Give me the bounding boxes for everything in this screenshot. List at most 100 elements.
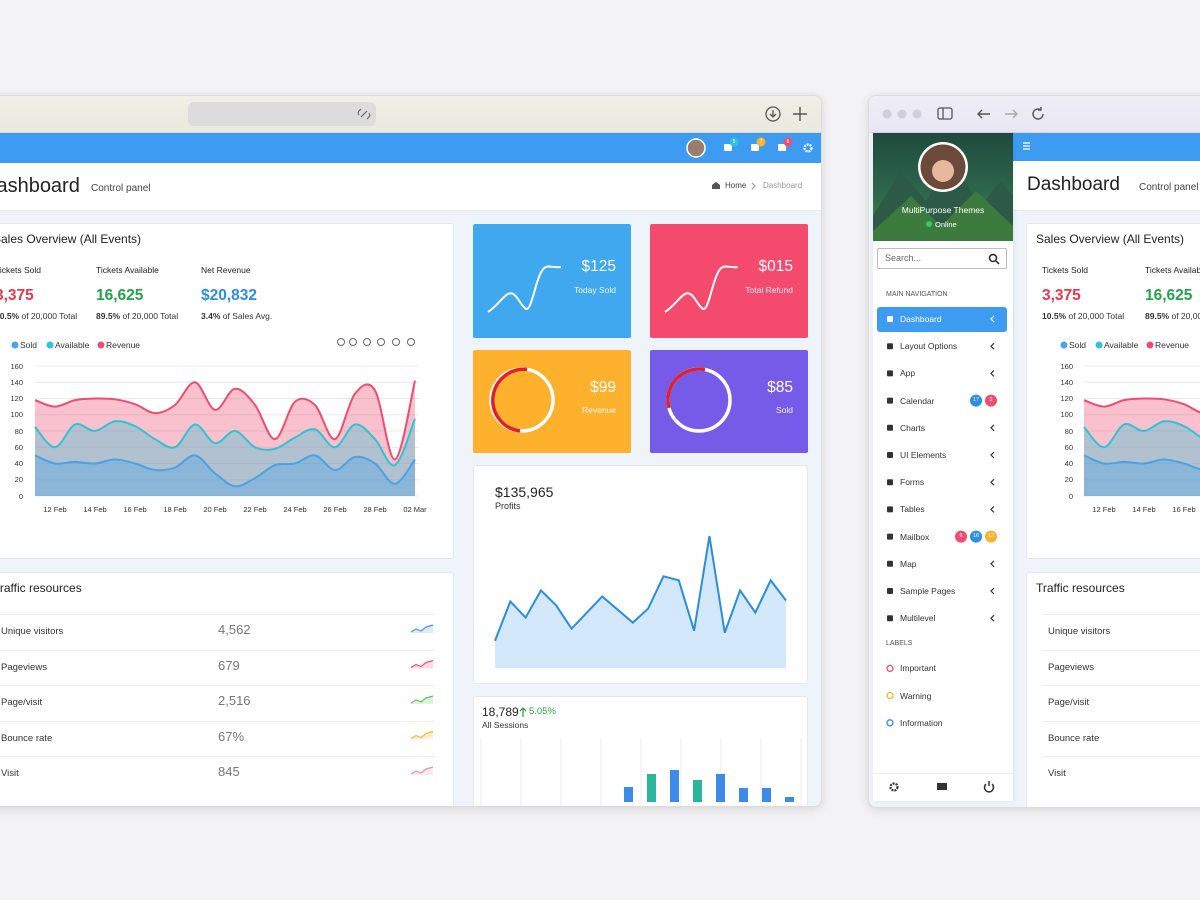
sidebar — [873, 133, 1013, 801]
stat-label: Tickets Sold — [0, 264, 41, 275]
donut-segment — [666, 367, 706, 409]
nav-icon — [887, 316, 893, 322]
chart-tool-icon — [349, 338, 357, 346]
chart-title: 18,789 — [482, 704, 519, 719]
breadcrumb-link[interactable]: Home — [725, 181, 747, 191]
mountain — [873, 191, 1013, 241]
window-control — [882, 109, 892, 119]
legend-swatch — [1095, 341, 1103, 349]
stat-value: $20,832 — [201, 286, 258, 304]
sparkline — [410, 695, 434, 704]
chevron-icon — [990, 315, 995, 323]
sidebar-toggle-icon — [937, 107, 953, 120]
search-placeholder[interactable]: Search... — [885, 252, 922, 263]
nav-section-title: LABELS — [886, 640, 913, 648]
label-icon — [886, 691, 894, 700]
badge — [970, 394, 982, 407]
nav-item[interactable]: Calendar — [900, 395, 935, 406]
new-tab-icon — [793, 107, 807, 121]
legend-label: Sold — [1069, 339, 1087, 350]
stat-note: 89.5% of 20,000 Total — [1145, 311, 1200, 321]
x-tick-label: 14 Feb — [83, 504, 107, 514]
card-title: Sales Overview (All Events) — [1036, 231, 1185, 246]
breadcrumb-current: Dashboard — [763, 181, 803, 191]
y-tick-label: 140 — [1060, 377, 1073, 387]
stat-note-text: of Sales Avg. — [222, 310, 273, 321]
nav-item[interactable]: Charts — [900, 422, 926, 433]
y-tick-label: 0 — [1068, 491, 1073, 501]
nav-item[interactable]: Forms — [900, 477, 925, 488]
legend-label: Revenue — [106, 339, 141, 350]
nav-item[interactable]: Important — [900, 663, 936, 674]
chevron-icon — [990, 451, 995, 459]
stat-card — [650, 224, 808, 338]
row-label: Visit — [1048, 768, 1066, 780]
row-divider — [0, 756, 435, 757]
nav-icon — [887, 588, 893, 594]
row-value: 2,516 — [218, 693, 251, 709]
donut-segment — [491, 367, 528, 433]
browser-window: 5 7 6 Dashboard Control panel Home Dashboard Sa… — [0, 95, 822, 807]
badge — [783, 137, 793, 147]
stat-card-label: Sold — [775, 404, 793, 415]
legend-swatch — [46, 341, 54, 349]
background-layer — [0, 96, 821, 806]
window-control — [897, 109, 907, 119]
nav-icon — [887, 370, 893, 377]
area-line — [1083, 397, 1200, 414]
x-tick-label: 02 Mar — [403, 504, 427, 514]
nav-item[interactable]: Layout Options — [900, 341, 958, 352]
chart-tool-icon — [407, 338, 415, 346]
nav-item-active — [877, 307, 1007, 332]
nav-item[interactable]: Multilevel — [900, 613, 936, 624]
y-tick-label: 0 — [18, 491, 23, 501]
page-subtitle: Control panel — [1139, 182, 1199, 193]
row-value: 679 — [218, 657, 240, 673]
sparkline — [410, 659, 434, 669]
nav-item[interactable]: UI Elements — [900, 449, 947, 460]
chevron-icon — [990, 478, 995, 486]
stat-percent: 10.5% — [1042, 310, 1067, 321]
page-header — [1013, 161, 1200, 211]
stat-card — [473, 224, 631, 338]
chart-title: $135,965 — [495, 483, 554, 500]
stat-note: 3.4% of Sales Avg. — [201, 311, 272, 321]
browser-window: Dashboard Control panel Sales Overview (Al… — [868, 95, 1200, 808]
graphics-layer — [873, 107, 1200, 793]
card-title: Sales Overview (All Events) — [0, 231, 142, 246]
top-navbar — [0, 133, 821, 163]
nav-item[interactable]: Dashboard — [900, 313, 942, 324]
stat-card-value: $99 — [590, 378, 616, 396]
legend-label: Available — [1104, 339, 1139, 350]
sparkline — [410, 766, 434, 775]
badge-count: 5 — [732, 139, 736, 145]
nav-item[interactable]: Information — [900, 717, 943, 728]
legend-label: Sold — [20, 339, 38, 350]
badge — [729, 137, 739, 147]
nav-icon — [887, 479, 893, 486]
legend-swatch — [1146, 341, 1154, 349]
y-tick-label: 140 — [10, 377, 23, 387]
row-divider — [1042, 685, 1200, 686]
nav-item[interactable]: Mailbox — [900, 531, 930, 542]
search-icon — [995, 260, 1000, 265]
user-status: Online — [935, 219, 957, 229]
nav-item[interactable]: Warning — [900, 690, 932, 701]
chevron-icon — [990, 424, 995, 432]
nav-item[interactable]: Tables — [900, 504, 925, 515]
row-label: Pageviews — [1048, 661, 1094, 673]
nav-section-title: MAIN NAVIGATION — [886, 290, 948, 298]
legend-swatch — [1060, 341, 1068, 349]
nav-item[interactable]: Map — [900, 558, 917, 569]
badge-count: 17 — [972, 397, 980, 404]
address-bar — [188, 102, 376, 126]
nav-item[interactable]: App — [900, 368, 916, 379]
bar — [624, 787, 633, 802]
stat-note-text: of 20,000 Total — [1068, 310, 1125, 321]
nav-item[interactable]: Sample Pages — [900, 585, 956, 596]
bar — [670, 770, 679, 802]
chevron-icon — [990, 587, 995, 595]
badge-count: 7 — [759, 139, 763, 145]
home-icon — [712, 182, 720, 189]
badge — [970, 530, 982, 543]
